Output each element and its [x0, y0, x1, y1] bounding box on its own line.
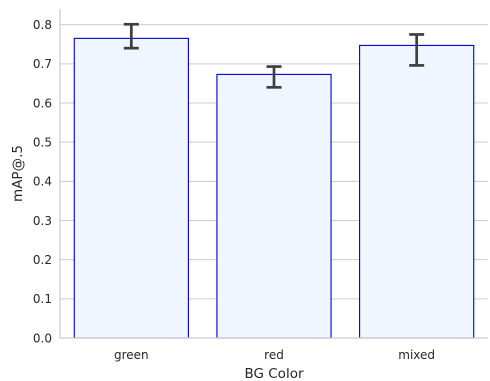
error-bar-red	[266, 65, 282, 89]
bar-green	[73, 37, 189, 339]
bar-mixed	[359, 44, 475, 339]
bars	[73, 37, 475, 339]
y-tick-labels: 0.0 0.1 0.2 0.3 0.4 0.5 0.6 0.7 0.8	[33, 18, 52, 345]
y-tick-label: 0.1	[33, 292, 52, 306]
y-tick-label: 0.7	[33, 57, 52, 71]
y-axis-label: mAP@.5	[10, 145, 26, 202]
x-tick-label: green	[114, 348, 149, 362]
y-tick-label: 0.6	[33, 96, 52, 110]
x-axis-label: BG Color	[244, 366, 303, 381]
error-bar-green	[123, 22, 139, 50]
x-tick-label: mixed	[398, 348, 435, 362]
axes-spines	[59, 9, 488, 339]
x-tick-labels: green red mixed	[114, 348, 435, 362]
y-tick-label: 0.2	[33, 253, 52, 267]
y-tick-label: 0.5	[33, 135, 52, 149]
x-tick-label: red	[264, 348, 284, 362]
y-tick-label: 0.4	[33, 175, 52, 189]
y-tick-label: 0.3	[33, 214, 52, 228]
y-tick-label: 0.8	[33, 18, 52, 32]
error-bars	[123, 22, 425, 89]
y-tick-label: 0.0	[33, 331, 52, 345]
bar-red	[216, 73, 332, 339]
error-bar-mixed	[409, 33, 425, 67]
